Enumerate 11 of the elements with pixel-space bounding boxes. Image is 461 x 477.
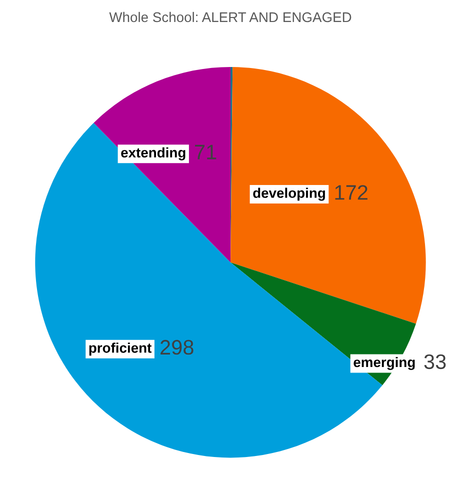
slice-label: extending: [121, 147, 186, 160]
pie-slice: [94, 67, 230, 262]
data-label: 33: [424, 354, 446, 370]
slice-label: emerging: [354, 356, 415, 370]
pie-slice: [230, 67, 426, 324]
data-label: 172: [335, 185, 368, 200]
slice-label: developing: [253, 188, 325, 201]
slice-label: proficient: [89, 342, 152, 356]
data-label: 298: [160, 340, 194, 355]
chart-title: Whole School: ALERT AND ENGAGED: [109, 12, 352, 22]
data-label: 71: [195, 144, 216, 160]
